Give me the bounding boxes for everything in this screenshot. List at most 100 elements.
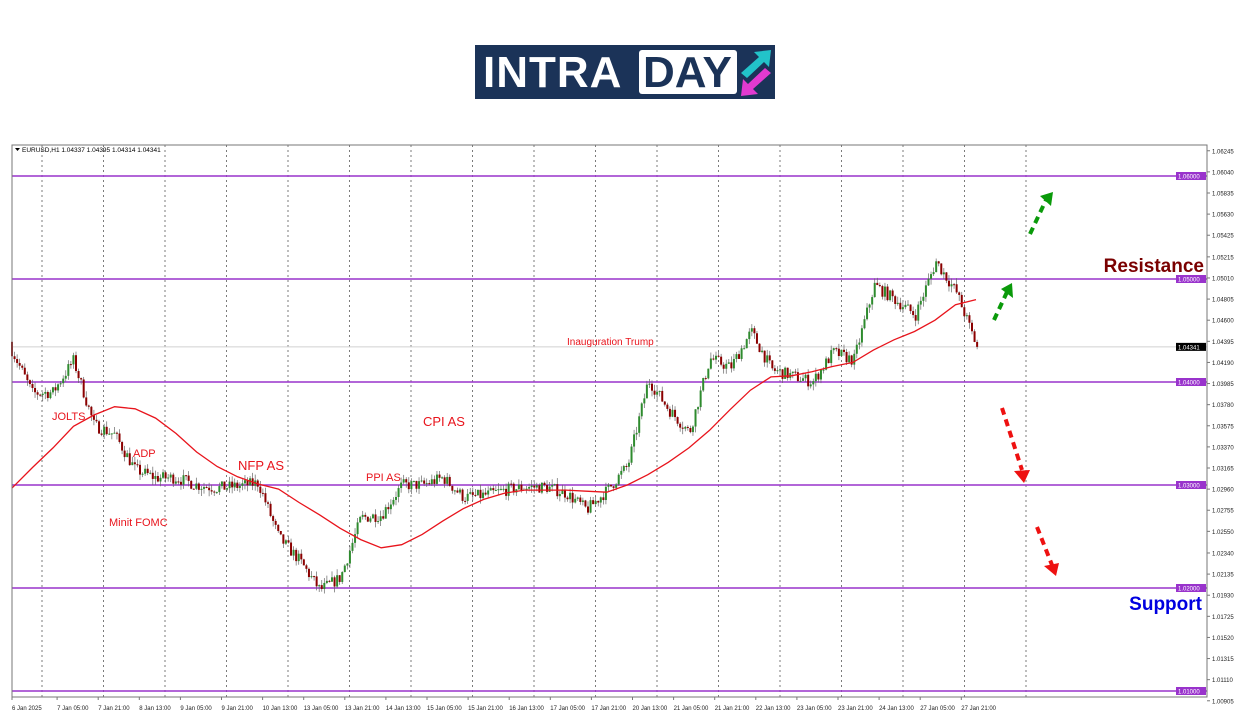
candle-body (638, 416, 641, 433)
candle-body (589, 500, 592, 513)
candle-body (98, 421, 101, 434)
candle-body (272, 516, 275, 521)
candle-body (384, 507, 387, 519)
resistance-label: Resistance (1104, 256, 1204, 277)
candle (640, 402, 643, 420)
candle-body (930, 274, 933, 279)
x-tick-label: 6 Jan 2025 (12, 706, 42, 712)
candle (740, 345, 743, 362)
candle (725, 359, 728, 374)
candle (256, 479, 259, 492)
candle-body (625, 465, 628, 467)
candle (761, 346, 764, 354)
candle (484, 487, 487, 496)
candle-body (963, 307, 966, 317)
candle (167, 474, 170, 482)
candle (172, 472, 175, 487)
candle-body (100, 433, 103, 435)
candle-body (366, 516, 369, 522)
candle (845, 348, 848, 365)
candle (400, 477, 403, 493)
candle (139, 460, 141, 481)
arrow-up-1 (1028, 199, 1048, 235)
candle-body (581, 500, 584, 502)
candle (418, 477, 421, 495)
candle-body (228, 481, 231, 489)
candle (16, 354, 19, 368)
candle (136, 459, 139, 468)
level-price-box (1176, 687, 1206, 695)
candle (215, 491, 218, 494)
candle (195, 477, 198, 490)
candle (558, 490, 561, 502)
candle-body (904, 304, 907, 308)
candle-body (177, 481, 180, 483)
candle (581, 497, 584, 506)
candle-body (755, 333, 758, 344)
candle-body (302, 559, 305, 566)
candle (543, 481, 546, 487)
candle (863, 315, 866, 330)
candle-body (348, 550, 351, 564)
candle-body (54, 387, 57, 391)
candle (315, 571, 318, 591)
level-price-label: 1.06000 (1178, 175, 1200, 181)
candle (840, 349, 843, 357)
candle (476, 489, 479, 496)
candle (333, 575, 336, 593)
x-tick-label: 22 Jan 13:00 (756, 706, 791, 712)
level-price-box (1176, 378, 1206, 386)
candle-body (471, 492, 474, 495)
candle (622, 464, 625, 473)
candle-body (635, 432, 638, 435)
candle-body (187, 475, 190, 481)
candle-body (259, 486, 262, 493)
candle (709, 352, 712, 370)
candle (412, 480, 415, 483)
candle-body (771, 360, 774, 369)
level-price-label: 1.02000 (1178, 587, 1200, 593)
candle (971, 319, 973, 335)
candle-body (172, 474, 175, 484)
candle-body (451, 485, 454, 491)
y-tick-label: 1.02755 (1212, 509, 1234, 515)
candle (471, 487, 474, 501)
candle-body (412, 480, 415, 482)
current-price-box (1176, 342, 1206, 351)
candle-body (123, 450, 126, 458)
candle (328, 579, 331, 583)
candle (46, 390, 49, 402)
candle-body (868, 304, 871, 308)
candle (359, 515, 362, 523)
candle (666, 402, 669, 412)
candle (896, 296, 899, 306)
candle (553, 483, 556, 487)
candle-body (968, 315, 971, 323)
dropdown-icon[interactable] (15, 148, 20, 151)
candle (791, 371, 794, 379)
candle-body (356, 522, 359, 535)
candle (220, 481, 223, 489)
candle (341, 571, 344, 584)
candle (837, 343, 840, 361)
candle-body (794, 371, 797, 373)
candle (154, 470, 157, 485)
candle (420, 475, 423, 483)
candle-body (331, 577, 333, 582)
candle (627, 459, 630, 473)
candle (645, 380, 648, 399)
candle (512, 482, 515, 496)
candle-body (530, 485, 533, 488)
y-tick-label: 1.03985 (1212, 382, 1234, 388)
candle (187, 471, 190, 487)
candle (108, 428, 111, 435)
candle-body (960, 294, 963, 308)
candle (162, 469, 165, 479)
annotation-inauguration: Inauguration Trump (567, 337, 654, 348)
candle-body (796, 372, 799, 382)
candle-body (49, 392, 52, 399)
candle-body (832, 348, 835, 351)
candle-body (694, 409, 697, 427)
candle (77, 368, 80, 384)
